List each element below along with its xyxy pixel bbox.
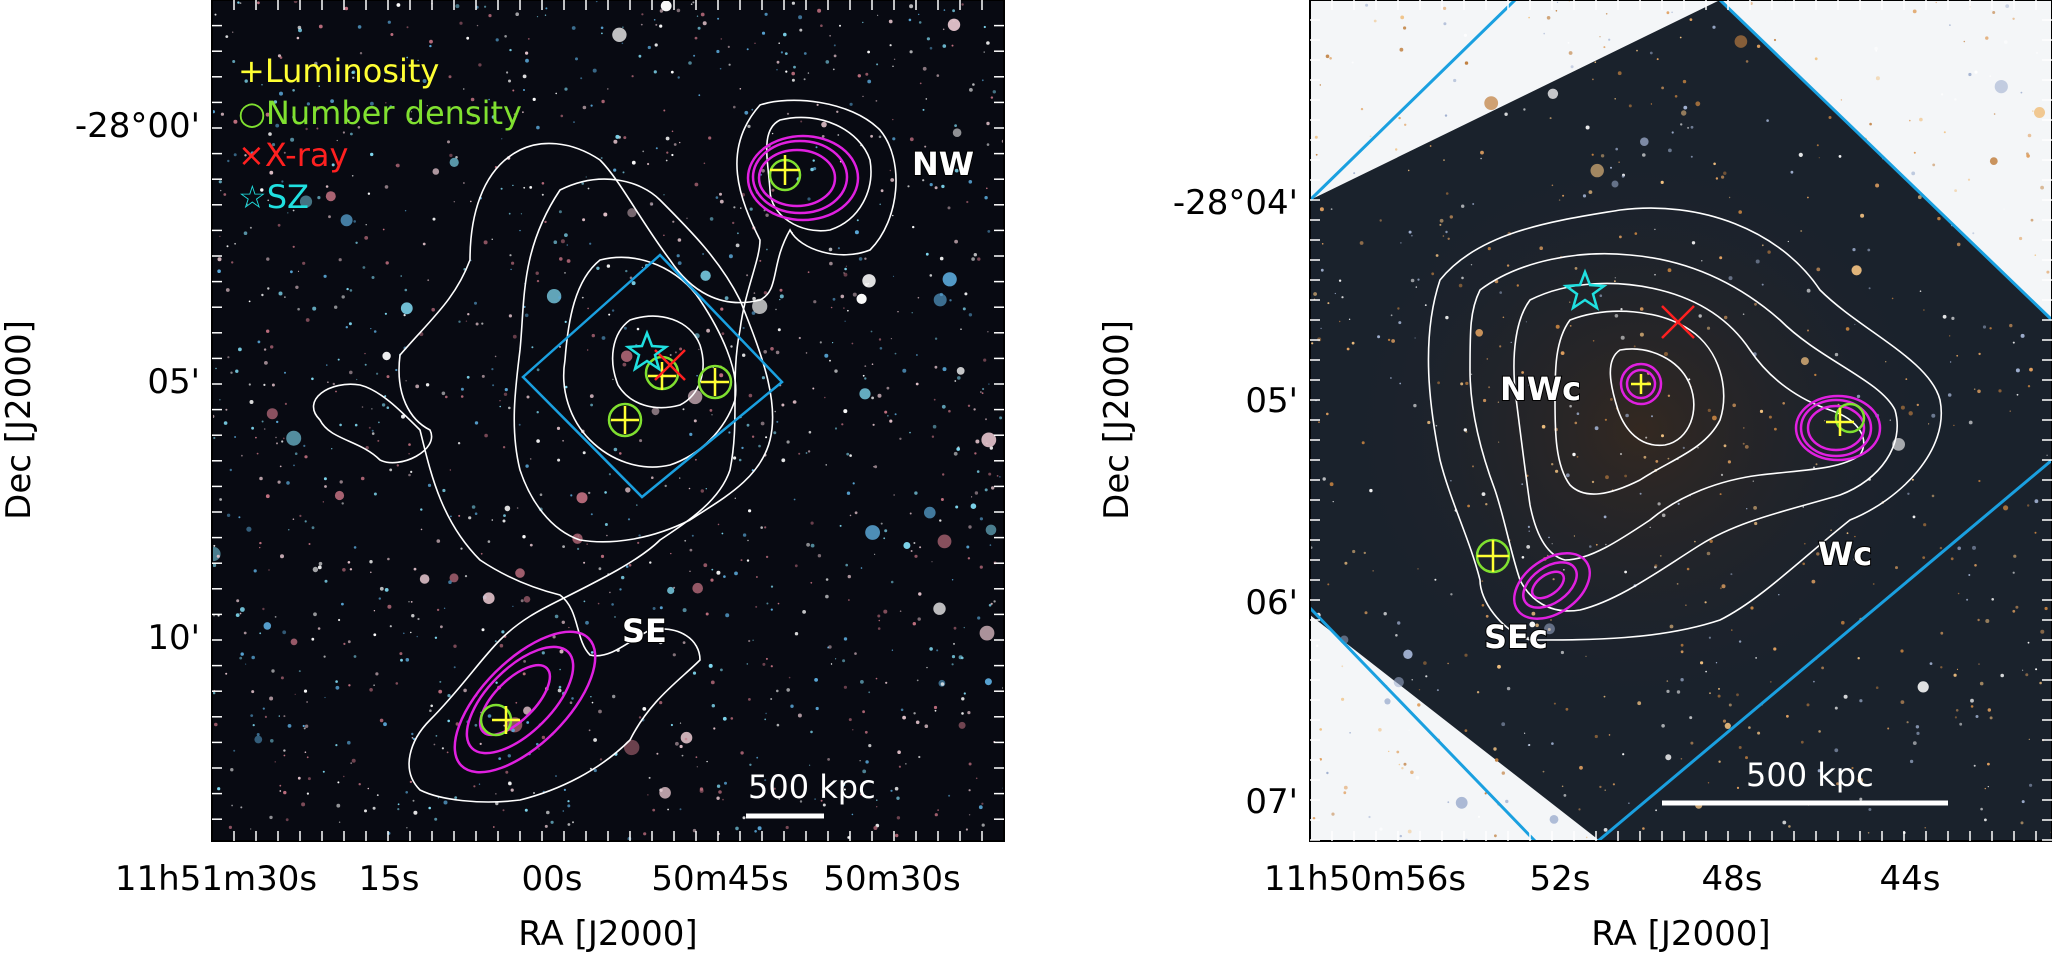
left-dec-tick: 10' <box>147 618 200 658</box>
left-xray-contours <box>453 134 860 774</box>
left-ra-tick-labels: 11h51m30s 15s 00s 50m45s 50m30s <box>115 859 961 899</box>
right-markers <box>1475 268 1866 574</box>
right-panel: NWc Wc SEc 500 kpc -28°04' 05' 06' 07' 1… <box>1097 0 2052 954</box>
left-markers <box>479 155 802 737</box>
left-panel: +Luminosity ○Number density ×X-ray ☆SZ N… <box>0 0 1005 954</box>
left-ra-tick: 50m30s <box>823 859 960 899</box>
right-scale-bar-label: 500 kpc <box>1746 756 1874 794</box>
right-dec-tick: 06' <box>1245 583 1298 623</box>
marker-luminosity-c2 <box>701 368 729 396</box>
region-label-nw: NW <box>912 145 974 183</box>
marker-sz-left <box>624 329 670 372</box>
region-label-se: SE <box>622 612 667 650</box>
right-dec-tick: 07' <box>1245 782 1298 822</box>
left-legend: +Luminosity ○Number density ×X-ray ☆SZ <box>238 52 522 216</box>
marker-luminosity-nw <box>770 155 800 185</box>
right-ra-tick: 48s <box>1702 859 1763 899</box>
region-label-sec: SEc <box>1484 618 1548 656</box>
left-scale-bar-label: 500 kpc <box>748 768 876 806</box>
marker-sz-right <box>1562 268 1608 311</box>
marker-luminosity-nwc <box>1631 374 1651 394</box>
left-ticks <box>212 0 1004 841</box>
left-dec-tick: -28°00' <box>75 106 200 146</box>
right-galaxy-field <box>1310 0 2052 841</box>
left-hst-footprint <box>521 253 784 499</box>
right-x-axis-title: RA [J2000] <box>1591 914 1770 954</box>
legend-number-density: ○Number density <box>238 94 522 132</box>
left-ra-tick: 11h51m30s <box>115 859 317 899</box>
marker-number-density-c3 <box>607 402 643 438</box>
left-dec-tick-labels: -28°00' 05' 10' <box>75 106 200 658</box>
marker-luminosity-sec <box>1477 540 1509 572</box>
right-ra-tick: 52s <box>1530 859 1591 899</box>
right-ra-tick: 44s <box>1880 859 1941 899</box>
left-star-field <box>212 0 1004 841</box>
right-ra-tick-labels: 11h50m56s 52s 48s 44s <box>1264 859 1941 899</box>
marker-luminosity-c1 <box>648 362 676 390</box>
right-dec-tick: 05' <box>1245 381 1298 421</box>
right-xray-contours <box>1513 362 1882 620</box>
legend-sz: ☆SZ <box>238 178 309 216</box>
right-ticks <box>1310 0 2052 841</box>
right-dec-tick: -28°04' <box>1173 183 1298 223</box>
legend-xray: ×X-ray <box>238 136 348 174</box>
marker-luminosity-wc <box>1826 408 1854 436</box>
region-label-nwc: NWc <box>1500 370 1581 408</box>
left-y-axis-title: Dec [J2000] <box>0 320 39 520</box>
marker-luminosity-c3 <box>611 406 639 434</box>
marker-xray-left <box>654 349 686 381</box>
left-ra-tick: 50m45s <box>651 859 788 899</box>
right-ra-tick: 11h50m56s <box>1264 859 1466 899</box>
left-white-contours <box>312 99 897 803</box>
region-label-wc: Wc <box>1818 535 1872 573</box>
right-y-axis-title: Dec [J2000] <box>1097 320 1137 520</box>
left-ra-tick: 00s <box>522 859 583 899</box>
marker-xray-right <box>1661 305 1695 339</box>
left-dec-tick: 05' <box>147 362 200 402</box>
marker-number-density-c2 <box>697 364 733 400</box>
right-white-contours <box>1427 207 1943 641</box>
left-ra-tick: 15s <box>359 859 420 899</box>
right-dec-tick-labels: -28°04' 05' 06' 07' <box>1173 183 1298 822</box>
legend-luminosity: +Luminosity <box>238 52 439 90</box>
right-hst-footprint <box>1310 0 2052 841</box>
marker-number-density-wc <box>1834 402 1866 434</box>
marker-luminosity-se <box>492 706 520 734</box>
left-x-axis-title: RA [J2000] <box>518 914 697 954</box>
